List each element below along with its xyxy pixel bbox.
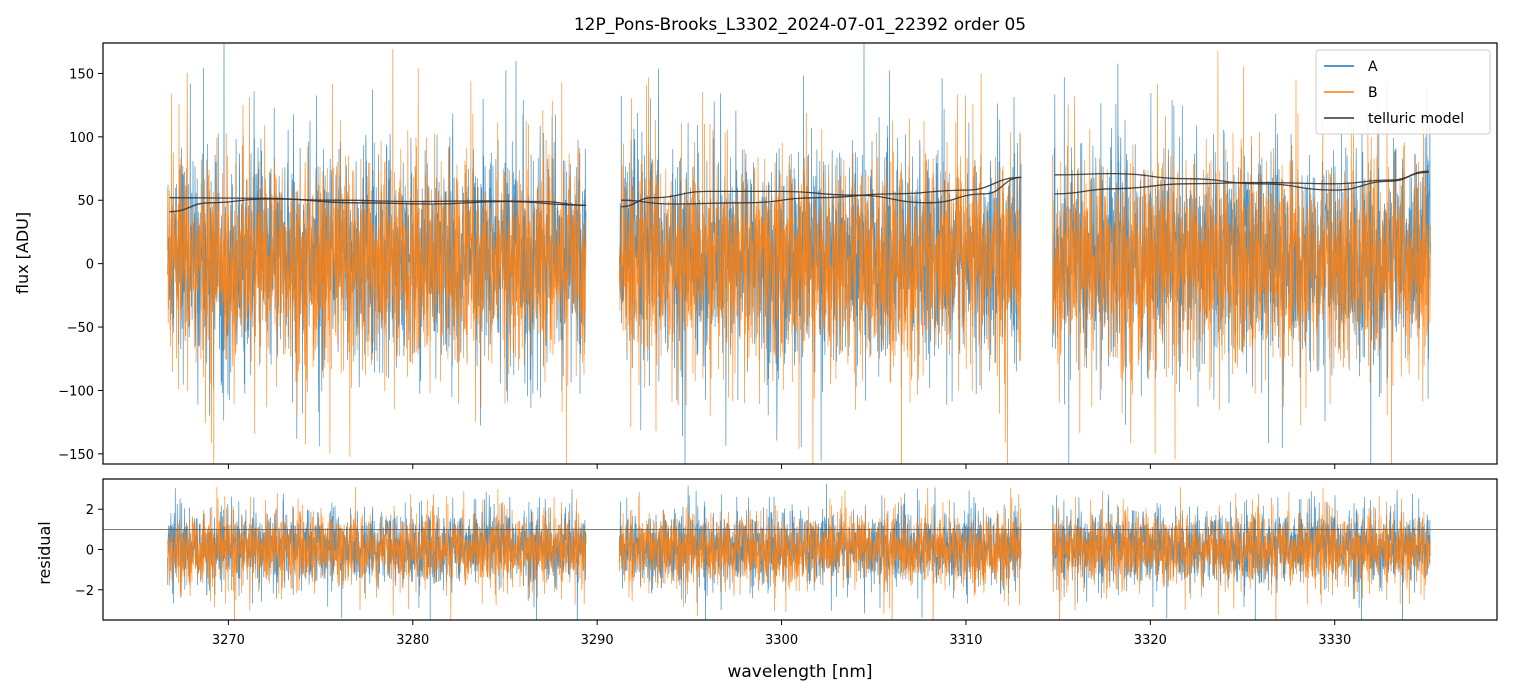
legend: A B telluric model [1315, 49, 1491, 135]
y-tick-label: 50 [77, 194, 94, 209]
series-b-segment-2 [618, 487, 1022, 620]
y-tick-label: −150 [58, 448, 94, 463]
x-tick-label: 3280 [396, 633, 429, 648]
legend-label-a: A [1368, 59, 1378, 75]
telluric-model-curve-4 [621, 176, 1022, 208]
residual-series-group [103, 483, 1497, 620]
flux-series-group [167, 43, 1431, 464]
residual-y-label: residual [35, 521, 54, 584]
series-b-segment-1 [167, 49, 587, 464]
y-tick-label: −100 [58, 384, 94, 399]
y-tick-label: −2 [75, 584, 94, 599]
telluric-model-curve-6 [1054, 171, 1429, 195]
residual-panel: −2 0 2 3270 3280 3290 3300 3310 3320 3330 residu… [35, 478, 1498, 682]
series-b-segment-2 [618, 73, 1022, 464]
x-tick-label: 3320 [1134, 633, 1167, 648]
series-b-segment-3 [1052, 51, 1431, 464]
flux-y-ticks: −150 −100 −50 0 50 100 150 [58, 67, 103, 463]
y-tick-label: 2 [86, 503, 94, 518]
x-axis-label: wavelength [nm] [727, 662, 872, 682]
y-tick-label: 0 [86, 544, 94, 559]
telluric-model-curve-3 [621, 176, 1022, 205]
legend-frame [1315, 49, 1491, 135]
x-tick-label: 3300 [765, 633, 798, 648]
x-tick-label: 3290 [581, 633, 614, 648]
series-b-segment-1 [167, 486, 587, 620]
flux-axes-frame [102, 42, 1498, 465]
x-tick-label: 3330 [1318, 633, 1351, 648]
residual-y-ticks: −2 0 2 [75, 503, 103, 599]
series-b-segment-3 [1052, 487, 1431, 620]
x-tick-label: 3270 [212, 633, 245, 648]
flux-y-label: flux [ADU] [13, 212, 32, 294]
legend-label-telluric: telluric model [1368, 111, 1464, 127]
residual-x-ticks: 3270 3280 3290 3300 3310 3320 3330 [212, 620, 1351, 648]
telluric-model-curve-2 [169, 197, 587, 206]
x-tick-label: 3310 [949, 633, 982, 648]
y-tick-label: 100 [69, 131, 94, 146]
y-tick-label: 150 [69, 67, 94, 82]
legend-label-b: B [1368, 85, 1378, 101]
telluric-model-curve-5 [1054, 170, 1429, 191]
y-tick-label: −50 [67, 321, 94, 336]
y-tick-label: 0 [86, 258, 94, 273]
chart-title: 12P_Pons-Brooks_L3302_2024-07-01_22392 o… [574, 15, 1026, 35]
flux-x-ticks [227, 464, 1336, 469]
telluric-model-curve-1 [169, 198, 587, 213]
flux-panel: −150 −100 −50 0 50 100 150 flux [ADU] A B tell… [13, 42, 1498, 469]
